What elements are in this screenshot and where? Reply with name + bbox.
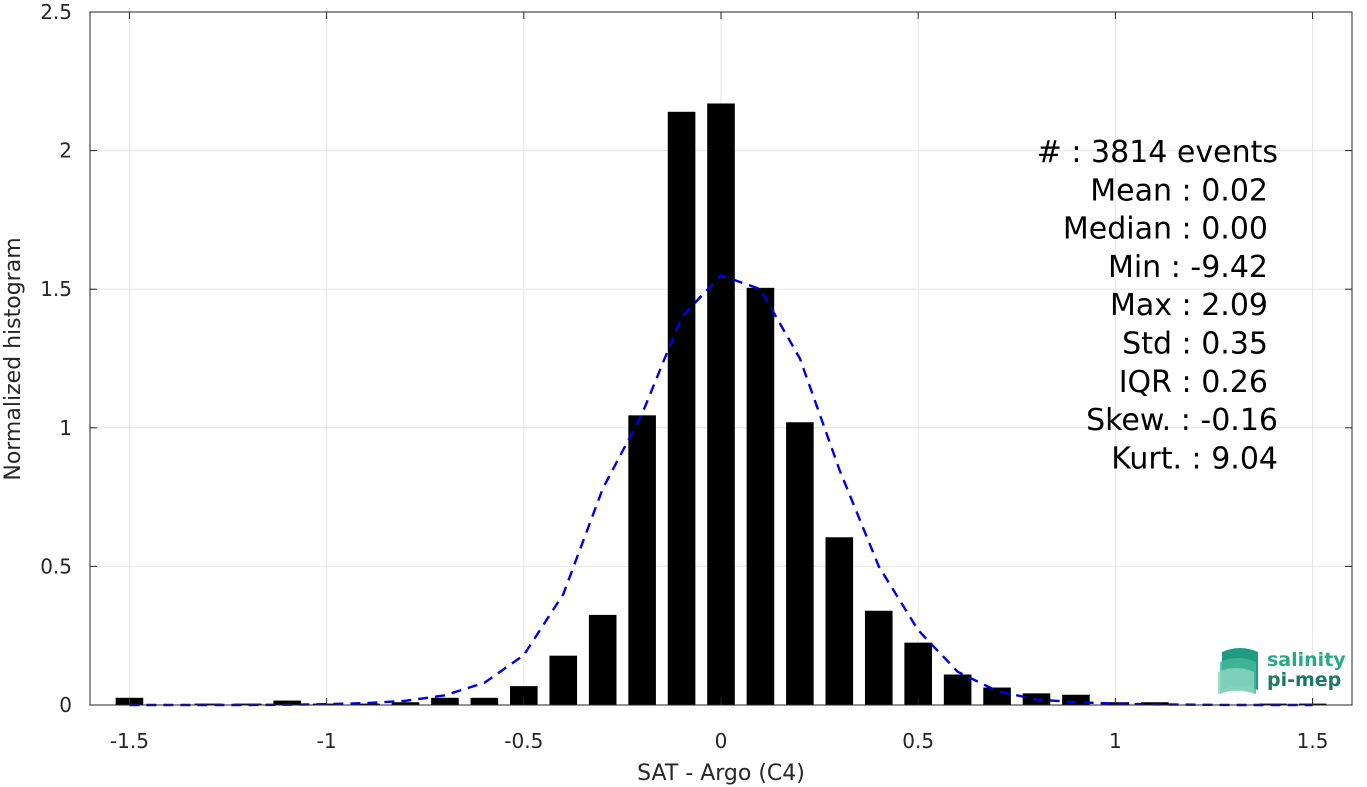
histogram-bar bbox=[707, 103, 735, 705]
stat-line: Kurt. : 9.04 bbox=[1111, 441, 1278, 476]
histogram-bar bbox=[194, 703, 223, 705]
logo-text-salinity: salinity bbox=[1267, 649, 1346, 671]
salinity-pi-mep-logo: salinity pi-mep bbox=[1218, 648, 1346, 694]
stat-line: Mean : 0.02 bbox=[1090, 173, 1268, 208]
stat-line: IQR : 0.26 bbox=[1119, 365, 1268, 400]
logo-text-pi-mep: pi-mep bbox=[1267, 669, 1341, 691]
histogram-bar bbox=[391, 702, 420, 705]
histogram-bar bbox=[588, 614, 617, 705]
x-tick-label: 0.5 bbox=[902, 729, 934, 753]
y-tick-label: 1 bbox=[59, 416, 72, 440]
histogram-bar bbox=[273, 700, 301, 705]
histogram-bars bbox=[115, 103, 1327, 706]
stat-line: Skew. : -0.16 bbox=[1086, 403, 1278, 438]
x-axis-label: SAT - Argo (C4) bbox=[637, 761, 805, 786]
histogram-bar bbox=[470, 697, 499, 705]
stat-line: Median : 0.00 bbox=[1063, 212, 1268, 247]
histogram-bar bbox=[825, 537, 854, 705]
histogram-bar bbox=[352, 703, 380, 705]
histogram-bar bbox=[510, 686, 538, 705]
y-tick-label: 2 bbox=[59, 139, 72, 163]
histogram-bar bbox=[1062, 694, 1090, 705]
x-tick-label: 1 bbox=[1109, 729, 1122, 753]
stat-line: Max : 2.09 bbox=[1110, 288, 1268, 323]
axes-box bbox=[89, 11, 1353, 706]
histogram-bar bbox=[904, 642, 932, 705]
x-tick-label: 0 bbox=[715, 729, 728, 753]
histogram-bar bbox=[549, 655, 578, 705]
y-tick-label: 2.5 bbox=[40, 0, 72, 24]
stat-line: Min : -9.42 bbox=[1108, 250, 1268, 285]
x-tick-label: -1.5 bbox=[110, 729, 149, 753]
histogram-bar bbox=[746, 287, 775, 705]
y-tick-label: 1.5 bbox=[40, 277, 72, 301]
histogram-bar bbox=[431, 697, 459, 705]
x-tick-label: -0.5 bbox=[504, 729, 543, 753]
x-tick-label: 1.5 bbox=[1297, 729, 1329, 753]
x-tick-labels: -1.5 -1 -0.5 0 0.5 1 1.5 bbox=[110, 729, 1329, 753]
histogram-bar bbox=[864, 610, 893, 705]
histogram-bar bbox=[983, 687, 1011, 705]
y-tick-labels: 0 0.5 1 1.5 2 2.5 bbox=[40, 0, 72, 717]
y-axis-label: Normalized histogram bbox=[1, 237, 26, 480]
y-tick-label: 0.5 bbox=[40, 554, 72, 578]
y-tick-label: 0 bbox=[59, 693, 72, 717]
histogram-bar bbox=[667, 111, 696, 706]
stat-line: Std : 0.35 bbox=[1122, 327, 1268, 362]
histogram-bar bbox=[233, 703, 262, 705]
gaussian-fit-curve bbox=[129, 273, 1313, 707]
histogram-bar bbox=[786, 422, 814, 705]
stat-line: # : 3814 events bbox=[1037, 135, 1278, 170]
wave-icon bbox=[1218, 648, 1258, 694]
x-tick-label: -1 bbox=[317, 729, 337, 753]
histogram-bar bbox=[943, 674, 972, 705]
histogram-bar bbox=[628, 415, 656, 705]
